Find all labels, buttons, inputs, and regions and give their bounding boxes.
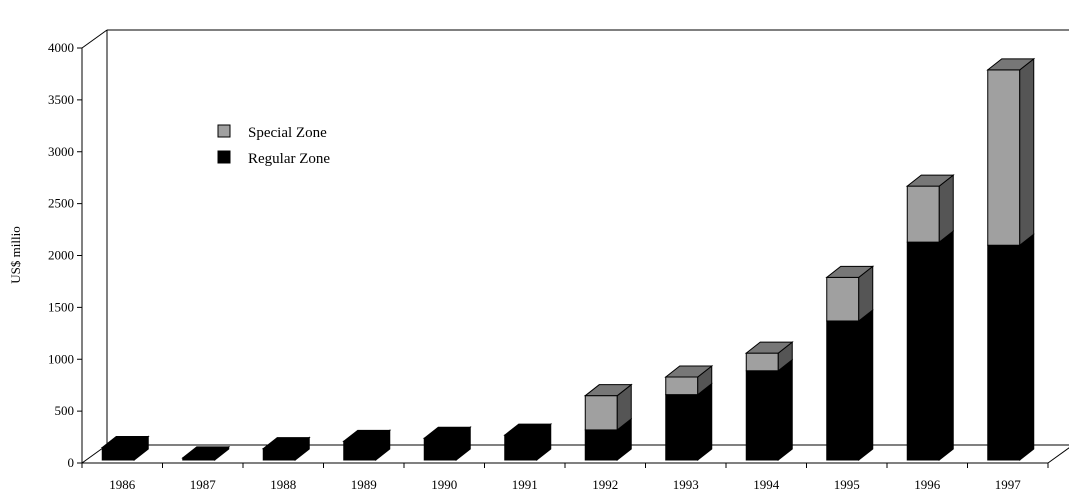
x-tick-label: 1987 [190,477,217,492]
bar-top-1991 [503,423,553,436]
x-tick-label: 1993 [673,477,699,492]
legend-swatch-special-zone [217,124,231,138]
bar-top-1992 [583,384,633,397]
bar-regular-zone-1989 [343,440,377,461]
x-tick-label: 1991 [512,477,538,492]
bar-top-1997 [986,58,1036,71]
y-tick-label: 1000 [48,351,74,366]
x-tick-label: 1989 [351,477,377,492]
legend-swatch-regular-zone [217,150,231,164]
x-tick-label: 1996 [914,477,941,492]
bar-regular-zone-1994 [745,370,779,461]
y-tick-label: 1500 [48,299,74,314]
y-tick-label: 3000 [48,144,74,159]
legend-label-regular-zone: Regular Zone [248,151,330,167]
bar-special-zone-1994 [745,352,779,372]
x-tick-label: 1997 [995,477,1022,492]
bar-special-zone-1996 [906,185,940,243]
x-tick-label: 1992 [592,477,618,492]
bar-group-1987 [181,445,231,462]
bar-special-zone-1995 [826,276,860,322]
bar-group-1986 [100,435,150,462]
x-tick-label: 1986 [109,477,136,492]
bar-top-1988 [261,437,311,450]
floor-right-edge [1047,447,1069,464]
y-tick-label: 2500 [48,196,74,211]
bar-regular-zone-1988 [262,448,296,461]
bar-side-regular-zone-1993 [697,382,713,462]
bar-regular-zone-1991 [504,434,538,461]
bar-side-regular-zone-1994 [777,358,793,462]
bar-regular-zone-1997 [987,244,1021,461]
bar-side-regular-zone-1996 [938,230,954,462]
bar-top-1995 [825,265,875,278]
bar-special-zone-1993 [665,376,699,396]
y-axis-ticks: 0 500 1000 1500 2000 2500 3000 3500 4000 [48,40,82,470]
bar-group-1993 [664,364,714,462]
bar-side-special-zone-1997 [1019,57,1035,247]
bar-regular-zone-1986 [101,447,135,461]
bar-special-zone-1992 [584,395,618,431]
bar-top-1994 [744,341,794,354]
y-tick-label: 3500 [48,92,74,107]
bar-top-1986 [100,436,150,449]
bar-regular-zone-1992 [584,429,618,461]
bar-group-1996 [905,174,955,462]
y-tick-label: 2000 [48,248,74,263]
bar-side-special-zone-1996 [938,174,954,244]
bar-regular-zone-1990 [423,437,457,461]
bar-side-regular-zone-1995 [858,308,874,462]
x-tick-label: 1990 [431,477,457,492]
y-tick-label: 500 [55,403,75,418]
legend-label-special-zone: Special Zone [248,125,327,141]
bar-group-1995 [825,265,875,462]
bar-top-1993 [664,365,714,378]
y-tick-label: 4000 [48,40,74,55]
bar-group-1988 [261,436,311,462]
x-tick-label: 1994 [753,477,780,492]
bar-regular-zone-1993 [665,394,699,461]
bar-group-1994 [744,341,794,462]
bar-group-1990 [422,426,472,462]
x-tick-label: 1995 [834,477,860,492]
y-axis-label: US$ millio [8,226,23,283]
bar-top-1990 [422,426,472,439]
bar-top-1989 [342,429,392,442]
y-axis-top-edge [81,29,108,49]
bar-group-1991 [503,423,553,462]
legend: Special Zone Regular Zone [217,124,330,167]
bar-regular-zone-1996 [906,241,940,461]
x-axis-ticks: 1986 1987 1988 1989 1990 1991 1992 1993 1994 1995… [81,463,1049,492]
bar-special-zone-1997 [987,69,1021,246]
bar-group-1992 [583,383,633,462]
bars [100,57,1036,462]
bar-side-regular-zone-1997 [1019,233,1035,462]
bar-top-1987 [181,446,231,459]
bar-group-1997 [986,57,1036,462]
bar-top-1996 [905,174,955,187]
x-tick-label: 1988 [270,477,296,492]
bar-regular-zone-1995 [826,320,860,461]
bar-group-1989 [342,429,392,462]
y-tick-label: 0 [68,455,75,470]
